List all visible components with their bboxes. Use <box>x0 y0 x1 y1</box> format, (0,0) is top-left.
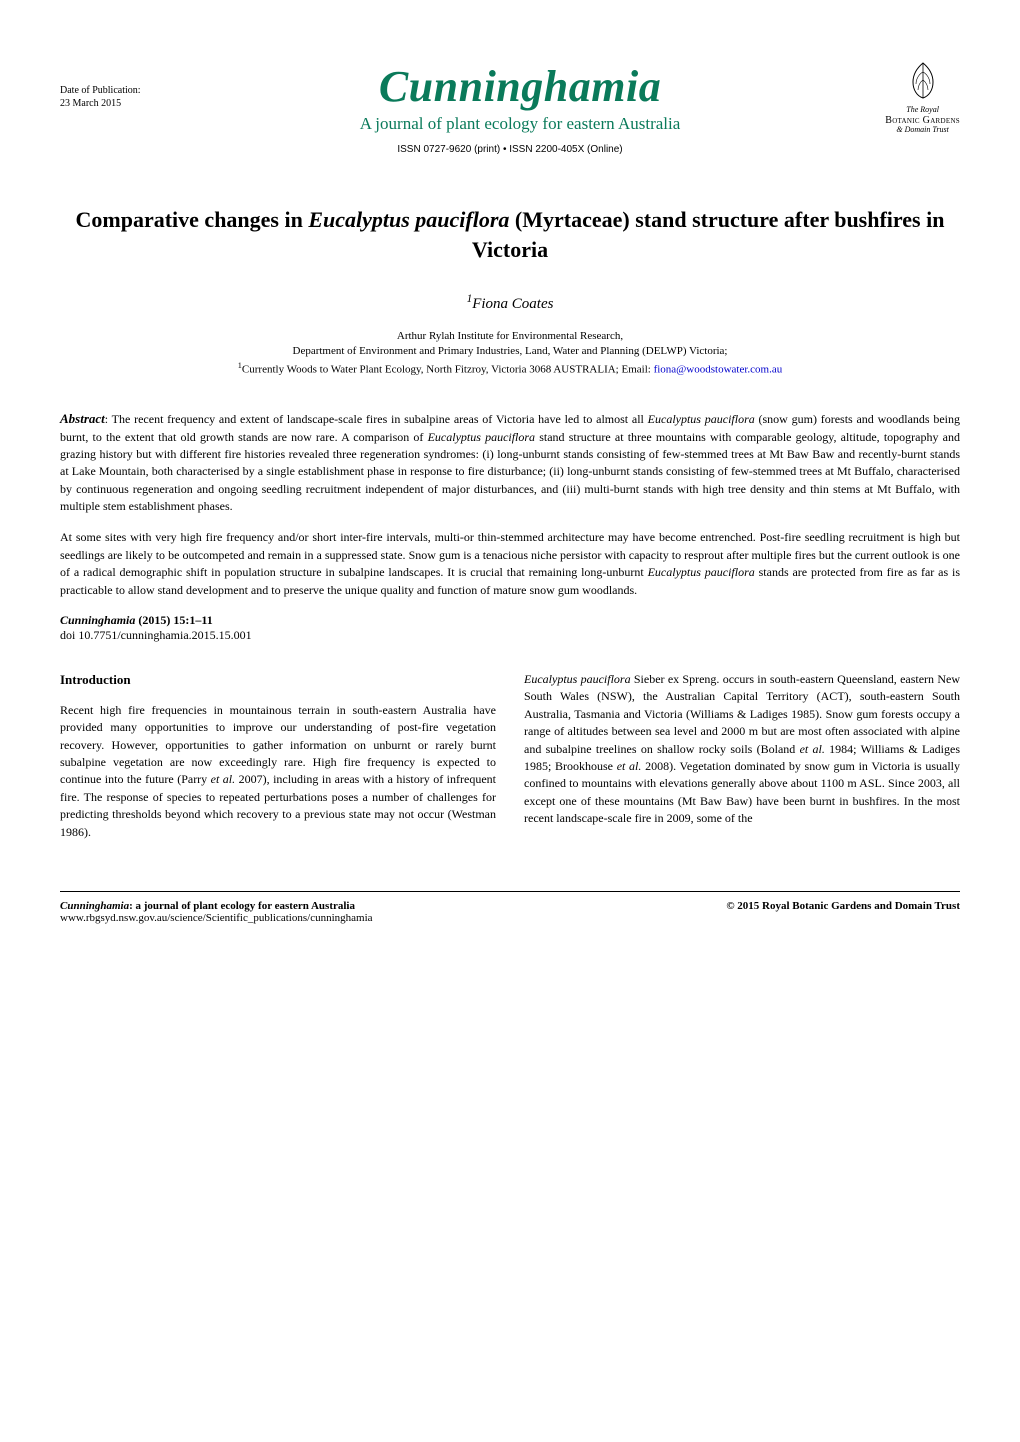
left-column: Introduction Recent high fire frequencie… <box>60 671 496 851</box>
footer-rule <box>60 891 960 892</box>
footer-url: www.rbgsyd.nsw.gov.au/science/Scientific… <box>60 912 373 924</box>
affiliation-line-3: 1Currently Woods to Water Plant Ecology,… <box>60 360 960 378</box>
affiliation-line-1: Arthur Rylah Institute for Environmental… <box>60 329 960 344</box>
intro-right-paragraph: Eucalyptus pauciflora Sieber ex Spreng. … <box>524 671 960 828</box>
journal-subtitle: A journal of plant ecology for eastern A… <box>200 114 840 134</box>
abstract-paragraph-2: At some sites with very high fire freque… <box>60 529 960 599</box>
affiliation-block: Arthur Rylah Institute for Environmental… <box>60 329 960 378</box>
citation-volume: (2015) 15:1–11 <box>135 613 212 627</box>
footer-copyright: © 2015 Royal Botanic Gardens and Domain … <box>726 900 960 924</box>
citation-journal: Cunninghamia <box>60 613 135 627</box>
date-value: 23 March 2015 <box>60 97 200 110</box>
publication-date: Date of Publication: 23 March 2015 <box>60 84 200 110</box>
footer: Cunninghamia: a journal of plant ecology… <box>60 900 960 924</box>
author-line: 1Fiona Coates <box>60 293 960 313</box>
journal-title: Cunninghamia <box>200 61 840 112</box>
title-species: Eucalyptus pauciflora <box>308 207 509 232</box>
footer-subtitle: : a journal of plant ecology for eastern… <box>129 900 355 912</box>
footer-left: Cunninghamia: a journal of plant ecology… <box>60 900 373 924</box>
article-title: Comparative changes in Eucalyptus paucif… <box>60 205 960 264</box>
title-prefix: Comparative changes in <box>76 207 309 232</box>
affiliation-line-2: Department of Environment and Primary In… <box>60 344 960 359</box>
abstract-heading: Abstract <box>60 411 105 426</box>
author-email[interactable]: fiona@woodstowater.com.au <box>654 363 783 375</box>
journal-masthead: Cunninghamia A journal of plant ecology … <box>200 61 840 134</box>
intro-left-paragraph: Recent high fire frequencies in mountain… <box>60 702 496 841</box>
publisher-logo: The Royal Botanic Gardens & Domain Trust <box>840 60 960 134</box>
title-suffix: (Myrtaceae) stand structure after bushfi… <box>472 207 945 262</box>
body-columns: Introduction Recent high fire frequencie… <box>60 671 960 851</box>
date-label: Date of Publication: <box>60 84 200 97</box>
header: Date of Publication: 23 March 2015 Cunni… <box>60 60 960 134</box>
right-column: Eucalyptus pauciflora Sieber ex Spreng. … <box>524 671 960 851</box>
abstract-paragraph-1: Abstract: The recent frequency and exten… <box>60 410 960 516</box>
issn-line: ISSN 0727-9620 (print) • ISSN 2200-405X … <box>60 144 960 155</box>
footer-journal: Cunninghamia <box>60 900 129 912</box>
introduction-heading: Introduction <box>60 671 496 690</box>
botanic-gardens-logo-icon <box>903 60 943 100</box>
citation-block: Cunninghamia (2015) 15:1–11 doi 10.7751/… <box>60 613 960 643</box>
citation-doi: doi 10.7751/cunninghamia.2015.15.001 <box>60 628 252 642</box>
logo-text-line-1: The Royal <box>885 106 960 115</box>
logo-text-line-3: & Domain Trust <box>885 126 960 135</box>
author-name: Fiona Coates <box>472 296 553 312</box>
